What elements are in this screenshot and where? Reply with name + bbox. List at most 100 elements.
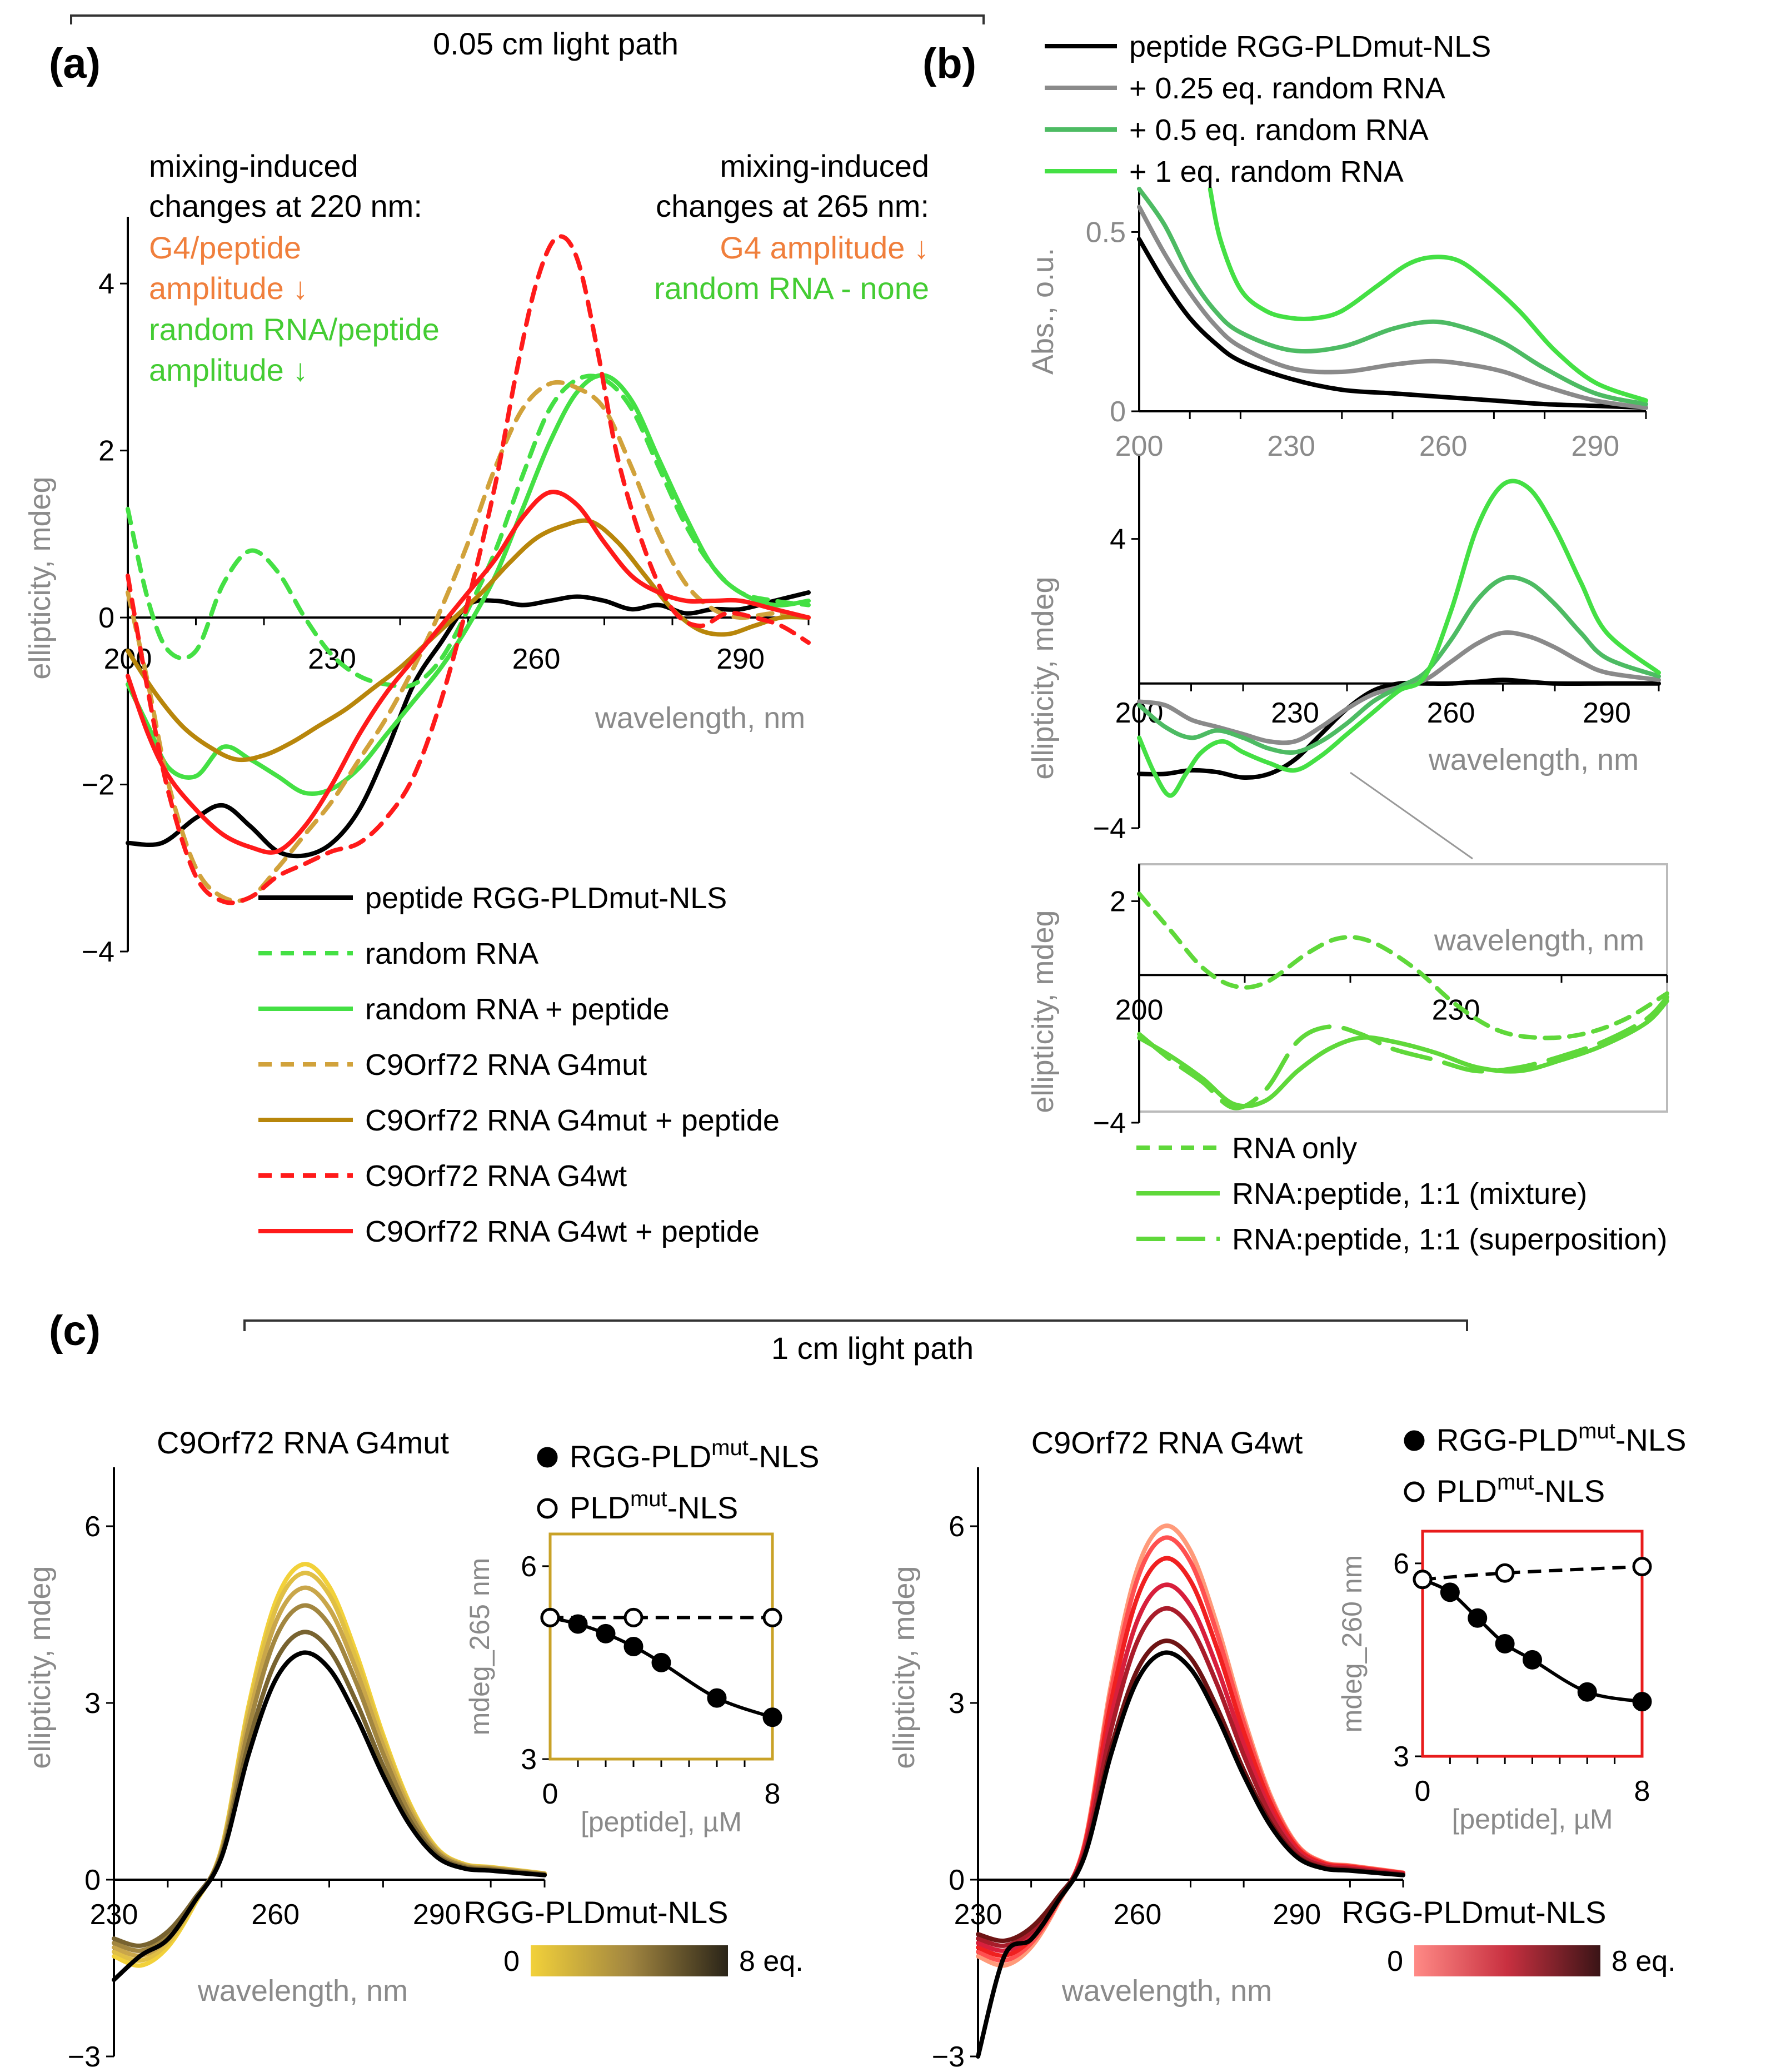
colorbar-c_wt [1414, 1945, 1600, 1976]
legend-label-b_abs-3: + 1 eq. random RNA [1129, 155, 1404, 188]
y-tick-label-a: 2 [98, 435, 114, 467]
annotation-220-line3: G4/peptide [149, 230, 301, 265]
x-tick-label-c_wt_inset: 8 [1634, 1775, 1650, 1807]
inset-legend-label-c_wt_inset-0: RGG-PLDmut-NLS [1436, 1419, 1686, 1457]
inset-point-c_wt_inset-0-5 [1577, 1682, 1597, 1702]
annotation-220-line6: amplitude ↓ [149, 352, 308, 387]
x-tick-label-c_wt: 290 [1273, 1899, 1321, 1931]
panel-b-label: (b) [922, 40, 976, 87]
spectrum-line-c_wt-6 [976, 1650, 1405, 2059]
legend-label-a-0: peptide RGG-PLDmut-NLS [365, 881, 727, 915]
annotation-220: mixing-induced changes at 220 nm: G4/pep… [149, 148, 440, 387]
chart-title-c_wt: C9Orf72 RNA G4wt [1031, 1425, 1303, 1460]
chart-b_inset: 200 230 −4 2 wavelength, nm ellipticity, mdeg… [1026, 864, 1669, 1256]
chart-c_mut_inset: 0 8 3 6 [peptide], µM mdeg_265 nm RGG-PLDmut-N… [464, 1436, 819, 1837]
inset-point-c_mut_inset-1-2 [762, 1607, 782, 1627]
inset-point-c_wt_inset-0-1 [1440, 1582, 1460, 1602]
colorbar-c_mut [531, 1945, 728, 1976]
series-line-a-1 [126, 373, 811, 689]
inset-point-c_wt_inset-0-2 [1468, 1608, 1488, 1628]
inset-frame-c_mut_inset [548, 1532, 774, 1761]
spectrum-line-c_mut-5 [112, 1650, 547, 1983]
y-tick-label-a: −4 [82, 936, 114, 968]
inset-point-c_mut_inset-0-2 [596, 1623, 616, 1643]
x-tick-label-b_inset: 230 [1432, 994, 1480, 1026]
y-tick-label-a: 4 [98, 268, 114, 300]
inset-point-c_wt_inset-0-4 [1523, 1650, 1542, 1670]
y-tick-label-c_wt: 3 [949, 1687, 965, 1720]
legend-label-b_abs-0: peptide RGG-PLDmut-NLS [1129, 30, 1491, 63]
x-tick-label-b_abs: 290 [1571, 430, 1619, 462]
legend-label-b_inset-0: RNA only [1232, 1132, 1357, 1165]
legend-label-a-4: C9Orf72 RNA G4mut + peptide [365, 1104, 780, 1137]
x-tick-label-b_abs: 230 [1267, 430, 1315, 462]
y-tick-label-c_wt_inset: 6 [1393, 1548, 1409, 1580]
x-tick-label-b_cd: 230 [1271, 697, 1319, 729]
inset-point-c_wt_inset-1-2 [1632, 1557, 1652, 1577]
inset-legend-marker-c_wt_inset-1 [1404, 1481, 1425, 1502]
annotation-265-line1: mixing-induced [720, 148, 929, 183]
x-tick-label-c_mut: 230 [90, 1899, 138, 1931]
y-tick-label-b_abs: 0.5 [1086, 216, 1126, 248]
inset-connector [1350, 771, 1473, 860]
inset-point-c_mut_inset-0-4 [651, 1652, 671, 1672]
annotation-220-line4: amplitude ↓ [149, 271, 308, 306]
x-axis-label-c_mut: wavelength, nm [197, 1974, 408, 2008]
y-tick-label-c_mut: −3 [68, 2041, 101, 2072]
colorbar-label-c_wt: RGG-PLDmut-NLS [1341, 1895, 1606, 1930]
series-line-b_cd-2 [1137, 575, 1661, 755]
y-tick-label-c_mut: 0 [84, 1864, 101, 1896]
y-tick-label-c_wt_inset: 3 [1393, 1741, 1409, 1773]
y-tick-label-b_cd: 4 [1110, 524, 1126, 556]
x-tick-label-c_wt: 260 [1113, 1899, 1161, 1931]
y-axis-label-b_cd: ellipticity, mdeg [1026, 576, 1060, 779]
series-line-b_abs-2 [1137, 187, 1648, 407]
inset-point-c_mut_inset-1-0 [540, 1607, 560, 1627]
light-path-bracket-c [243, 1319, 1468, 1331]
y-tick-label-b_inset: −4 [1093, 1107, 1126, 1139]
y-tick-label-b_abs: 0 [1110, 396, 1126, 428]
x-tick-label-a: 290 [716, 643, 765, 675]
legend-label-b_inset-2: RNA:peptide, 1:1 (superposition) [1232, 1223, 1667, 1256]
annotation-220-line5: random RNA/peptide [149, 312, 440, 347]
panel-c-label: (c) [49, 1307, 101, 1354]
inset-point-c_mut_inset-0-1 [568, 1614, 588, 1634]
inset-legend-label-c_wt_inset-1: PLDmut-NLS [1436, 1470, 1605, 1508]
annotation-265-line2: changes at 265 nm: [656, 188, 929, 223]
series-line-a-6 [126, 490, 811, 855]
y-tick-label-b_inset: 2 [1110, 885, 1126, 918]
colorbar-min-c_wt: 0 [1387, 1945, 1403, 1978]
x-axis-label-c_wt: wavelength, nm [1061, 1974, 1272, 2008]
inset-frame-c_wt_inset [1421, 1530, 1644, 1758]
inset-frame-b [1138, 863, 1668, 1113]
colorbar-max-c_mut: 8 eq. [739, 1945, 804, 1978]
panel-a-label: (a) [49, 40, 101, 87]
x-tick-label-c_mut_inset: 0 [542, 1778, 558, 1810]
inset-point-c_mut_inset-1-1 [623, 1607, 643, 1627]
x-tick-label-c_wt_inset: 0 [1415, 1775, 1431, 1807]
y-tick-label-c_mut: 3 [84, 1687, 101, 1720]
inset-point-c_mut_inset-0-6 [762, 1707, 782, 1727]
series-line-b_abs-3 [1208, 187, 1648, 403]
inset-point-c_wt_inset-1-0 [1413, 1570, 1433, 1590]
series-line-b_cd-1 [1137, 630, 1661, 745]
y-axis-label-a: ellipticity, mdeg [23, 476, 57, 679]
y-tick-label-b_cd: −4 [1093, 813, 1126, 845]
y-tick-label-a: −2 [82, 769, 114, 801]
y-axis-label-c_mut_inset: mdeg_265 nm [464, 1558, 495, 1736]
annotation-265: mixing-induced changes at 265 nm: G4 amp… [654, 148, 929, 306]
series-line-a-2 [126, 373, 811, 796]
y-tick-label-c_mut_inset: 3 [521, 1744, 537, 1776]
annotation-220-line2: changes at 220 nm: [149, 188, 422, 223]
y-axis-label-c_wt: ellipticity, mdeg [887, 1566, 921, 1769]
y-tick-label-c_wt: 6 [949, 1511, 965, 1543]
inset-point-c_mut_inset-0-5 [707, 1688, 727, 1708]
series-line-b_inset-1 [1137, 998, 1669, 1109]
series-line-a-0 [126, 590, 811, 859]
x-axis-label-b_inset: wavelength, nm [1434, 924, 1644, 957]
y-axis-label-b_inset: ellipticity, mdeg [1026, 910, 1060, 1113]
colorbar-label-c_mut: RGG-PLDmut-NLS [463, 1895, 728, 1930]
